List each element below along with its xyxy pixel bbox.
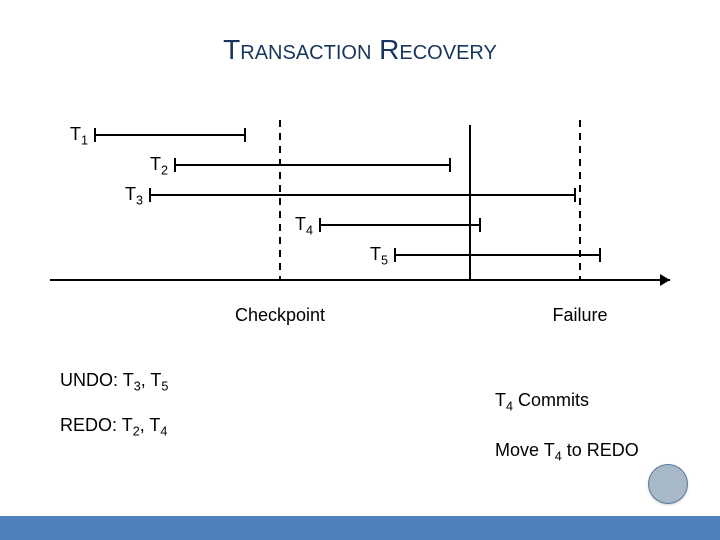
transaction-label-t1: T1 [70,124,88,148]
slide-root: Transaction Recovery T1T2T3T4T5Checkpoin… [0,0,720,540]
failure-label: Failure [552,305,607,326]
transaction-label-t2: T2 [150,154,168,178]
transaction-label-t5: T5 [370,244,388,268]
transaction-label-t4: T4 [295,214,313,238]
bottom-bar-decoration [0,516,720,540]
corner-circle-decoration [648,464,688,504]
move-line: Move T4 to REDO [495,440,639,464]
transaction-label-t3: T3 [125,184,143,208]
redo-line: REDO: T2, T4 [60,415,167,439]
undo-line: UNDO: T3, T5 [60,370,168,394]
commits-line: T4 Commits [495,390,589,414]
checkpoint-label: Checkpoint [235,305,325,326]
